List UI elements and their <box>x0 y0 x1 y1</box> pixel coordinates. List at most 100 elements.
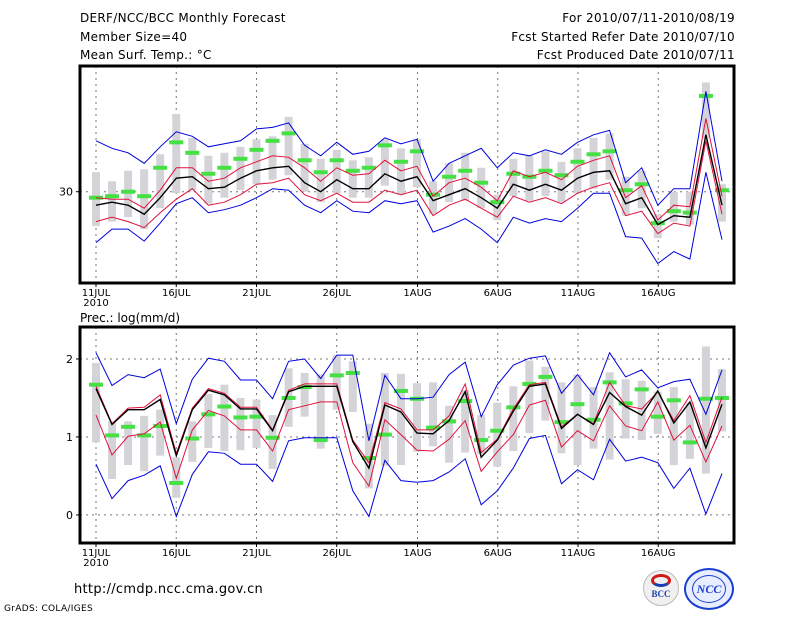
forecast-period: For 2010/07/11-2010/08/19 <box>562 11 735 25</box>
prec-median-marker <box>169 480 184 485</box>
temp-member-range-bar <box>509 158 518 197</box>
temp-member-range-bar <box>236 146 245 191</box>
temp-median-marker <box>265 138 280 143</box>
prec-member-range-bar <box>621 379 630 439</box>
temp-member-range-bar <box>124 170 133 218</box>
temp-member-range-bar <box>268 136 277 180</box>
prec-y-tick-label: 0 <box>66 509 73 522</box>
prec-member-range-bar <box>316 374 325 449</box>
prec-median-marker <box>522 381 537 386</box>
temp-median-marker <box>393 159 408 164</box>
prec-member-range-bar <box>413 383 421 452</box>
prec-x-tick-label: 16AUG <box>641 548 676 559</box>
ncc-logo-globe-icon <box>692 575 726 603</box>
temp-member-range-bar <box>429 181 438 215</box>
temp-member-range-bar <box>204 155 213 204</box>
prec-x-tick-label: 11AUG <box>561 548 596 559</box>
temp-member-range-bar <box>637 170 646 209</box>
temp-member-range-bar <box>653 214 662 239</box>
prec-member-range-bar <box>140 415 149 472</box>
prec-member-range-bar <box>717 369 726 432</box>
prec-median-marker <box>89 382 103 387</box>
prec-median-marker <box>313 438 328 443</box>
temp-member-range-bar <box>220 152 229 198</box>
prec-member-range-bar <box>477 415 486 455</box>
temp-x-year-label: 2010 <box>83 298 108 309</box>
prec-member-range-bar <box>332 355 341 410</box>
temp-member-range-bar <box>621 176 630 216</box>
temp-x-tick-label: 16AUG <box>641 288 676 299</box>
temp-member-range-bar <box>348 160 357 198</box>
temp-member-range-bar <box>669 191 678 222</box>
temp-median-marker <box>361 165 376 170</box>
prec-member-range-bar <box>348 361 357 412</box>
prec-x-tick-label: 16JUL <box>162 548 191 559</box>
temp-median-marker <box>442 174 457 179</box>
temp-member-range-bar <box>413 139 421 188</box>
prec-median-marker <box>426 425 441 430</box>
prec-panel-title: Prec.: log(mm/d) <box>80 311 180 325</box>
prec-y-tick-label: 1 <box>66 431 73 444</box>
prec-median-marker <box>361 456 376 461</box>
prec-member-range-bar <box>525 360 534 434</box>
chart-title: DERF/NCC/BCC Monthly Forecast <box>80 11 286 25</box>
prec-median-marker <box>682 440 697 445</box>
prec-member-range-bar <box>124 421 133 466</box>
prec-median-marker <box>506 405 521 410</box>
temp-x-tick-label: 11JUL <box>82 288 111 299</box>
prec-median-marker <box>329 373 344 378</box>
prec-median-marker <box>698 396 713 401</box>
temp-median-marker <box>377 143 392 148</box>
temp-median-marker <box>169 140 184 145</box>
prec-median-marker <box>137 433 152 438</box>
prec-member-range-bar <box>188 421 197 462</box>
prec-member-range-bar <box>252 399 261 448</box>
forecast-produced-date: Fcst Produced Date 2010/07/11 <box>536 48 735 62</box>
prec-member-range-bar <box>493 402 502 467</box>
temp-member-range-bar <box>156 154 165 209</box>
prec-spread-upper-line <box>95 351 723 441</box>
grads-credit: GrADS: COLA/IGES <box>4 604 93 614</box>
temp-member-range-bar <box>332 149 341 194</box>
prec-member-range-bar <box>557 382 566 454</box>
temp-x-tick-label: 1AUG <box>403 288 431 299</box>
prec-member-range-bar <box>669 387 678 466</box>
temp-median-marker <box>121 189 136 194</box>
temp-median-marker <box>458 168 473 173</box>
temp-median-marker <box>345 168 360 173</box>
temp-median-marker <box>410 149 424 154</box>
temp-median-marker <box>554 173 569 178</box>
temp-spread-inner-lower-line <box>95 140 723 235</box>
temp-median-marker <box>714 188 729 193</box>
prec-member-range-bar <box>637 380 646 441</box>
prec-median-marker <box>474 438 489 443</box>
temp-median-marker <box>329 158 344 163</box>
prec-x-tick-label: 21JUL <box>242 548 271 559</box>
temp-x-tick-label: 26JUL <box>322 288 351 299</box>
variable-label: Mean Surf. Temp.: °C <box>80 48 212 62</box>
prec-ensemble-mean-line <box>95 383 723 470</box>
source-url[interactable]: http://cmdp.ncc.cma.gov.cn <box>74 582 264 597</box>
temp-member-range-bar <box>573 148 582 194</box>
prec-member-range-bar <box>445 405 454 463</box>
prec-member-range-bar <box>685 402 694 459</box>
prec-member-range-bar <box>92 362 100 443</box>
temp-median-marker <box>233 156 248 161</box>
prec-x-year-label: 2010 <box>83 558 108 569</box>
prec-y-tick-label: 2 <box>66 353 73 366</box>
prec-median-marker <box>666 398 681 403</box>
prec-member-range-bar <box>236 397 245 451</box>
temp-median-marker <box>602 149 617 154</box>
temp-spread-upper-line <box>95 91 723 207</box>
prec-member-range-bar <box>541 366 550 421</box>
temp-member-range-bar <box>172 113 181 194</box>
temp-member-range-bar <box>316 158 325 203</box>
temp-median-marker <box>313 170 328 175</box>
temp-x-tick-label: 21JUL <box>242 288 271 299</box>
prec-median-marker <box>249 414 264 419</box>
prec-member-range-bar <box>573 374 582 466</box>
prec-plot-frame <box>78 325 736 545</box>
temp-x-tick-label: 16JUL <box>162 288 191 299</box>
